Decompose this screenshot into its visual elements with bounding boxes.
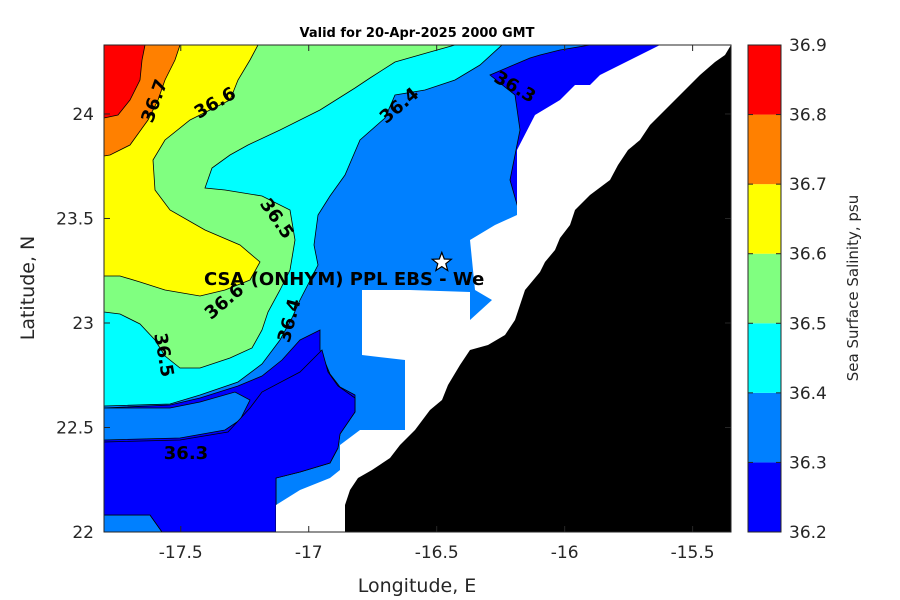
salinity-map [104,45,731,532]
colorbar-tick-label: 36.6 [789,245,827,265]
site-label: CSA (ONHYM) PPL EBS - We [204,269,484,290]
chart-title: Valid for 20-Apr-2025 2000 GMT [300,26,535,41]
y-axis-label: Latitude, N [17,236,39,341]
site-star-icon [430,250,453,272]
land-inlet [575,128,636,200]
colorbar-segment [748,392,781,463]
land-mass [345,45,731,532]
x-tick-label: -17.5 [159,543,203,563]
x-tick-label: -16 [551,543,579,563]
y-tick-label: 22.5 [56,418,94,438]
x-tick-label: -17 [295,543,323,563]
x-axis-label: Longitude, E [358,575,477,597]
colorbar: 36.2 36.3 36.4 36.5 36.6 36.7 36.8 36.9 [747,36,827,543]
colorbar-tick-label: 36.2 [789,523,827,543]
colorbar-frame [747,44,782,533]
colorbar-segment [748,114,781,185]
colorbar-segment [748,253,781,324]
plot-frame [103,44,732,533]
band-36-3-lower [104,391,251,441]
x-axis: -17.5 -17 -16.5 -16 -15.5 [159,45,715,563]
y-tick-label: 23.5 [56,209,94,229]
x-tick-label: -16.5 [415,543,459,563]
colorbar-label: Sea Surface Salinity, psu [844,195,862,381]
band-36-8 [104,45,146,119]
colorbar-tick-label: 36.4 [789,384,827,404]
colorbar-segment [748,323,781,393]
colorbar-segment [748,184,781,254]
y-tick-label: 24 [72,105,94,125]
y-tick-label: 23 [72,314,94,334]
colorbar-tick-label: 36.7 [789,175,827,195]
band-36-2-south [104,349,356,532]
x-tick-label: -15.5 [671,543,715,563]
colorbar-tick-label: 36.8 [789,106,827,126]
contour-label: 36.3 [164,443,208,464]
colorbar-tick-label: 36.5 [789,314,827,334]
y-axis: 22 22.5 23 23.5 24 [56,105,731,543]
colorbar-segment [748,45,781,115]
colorbar-tick-label: 36.3 [789,453,827,473]
y-tick-label: 22 [72,523,94,543]
colorbar-segment [748,462,781,532]
colorbar-tick-label: 36.9 [789,36,827,56]
